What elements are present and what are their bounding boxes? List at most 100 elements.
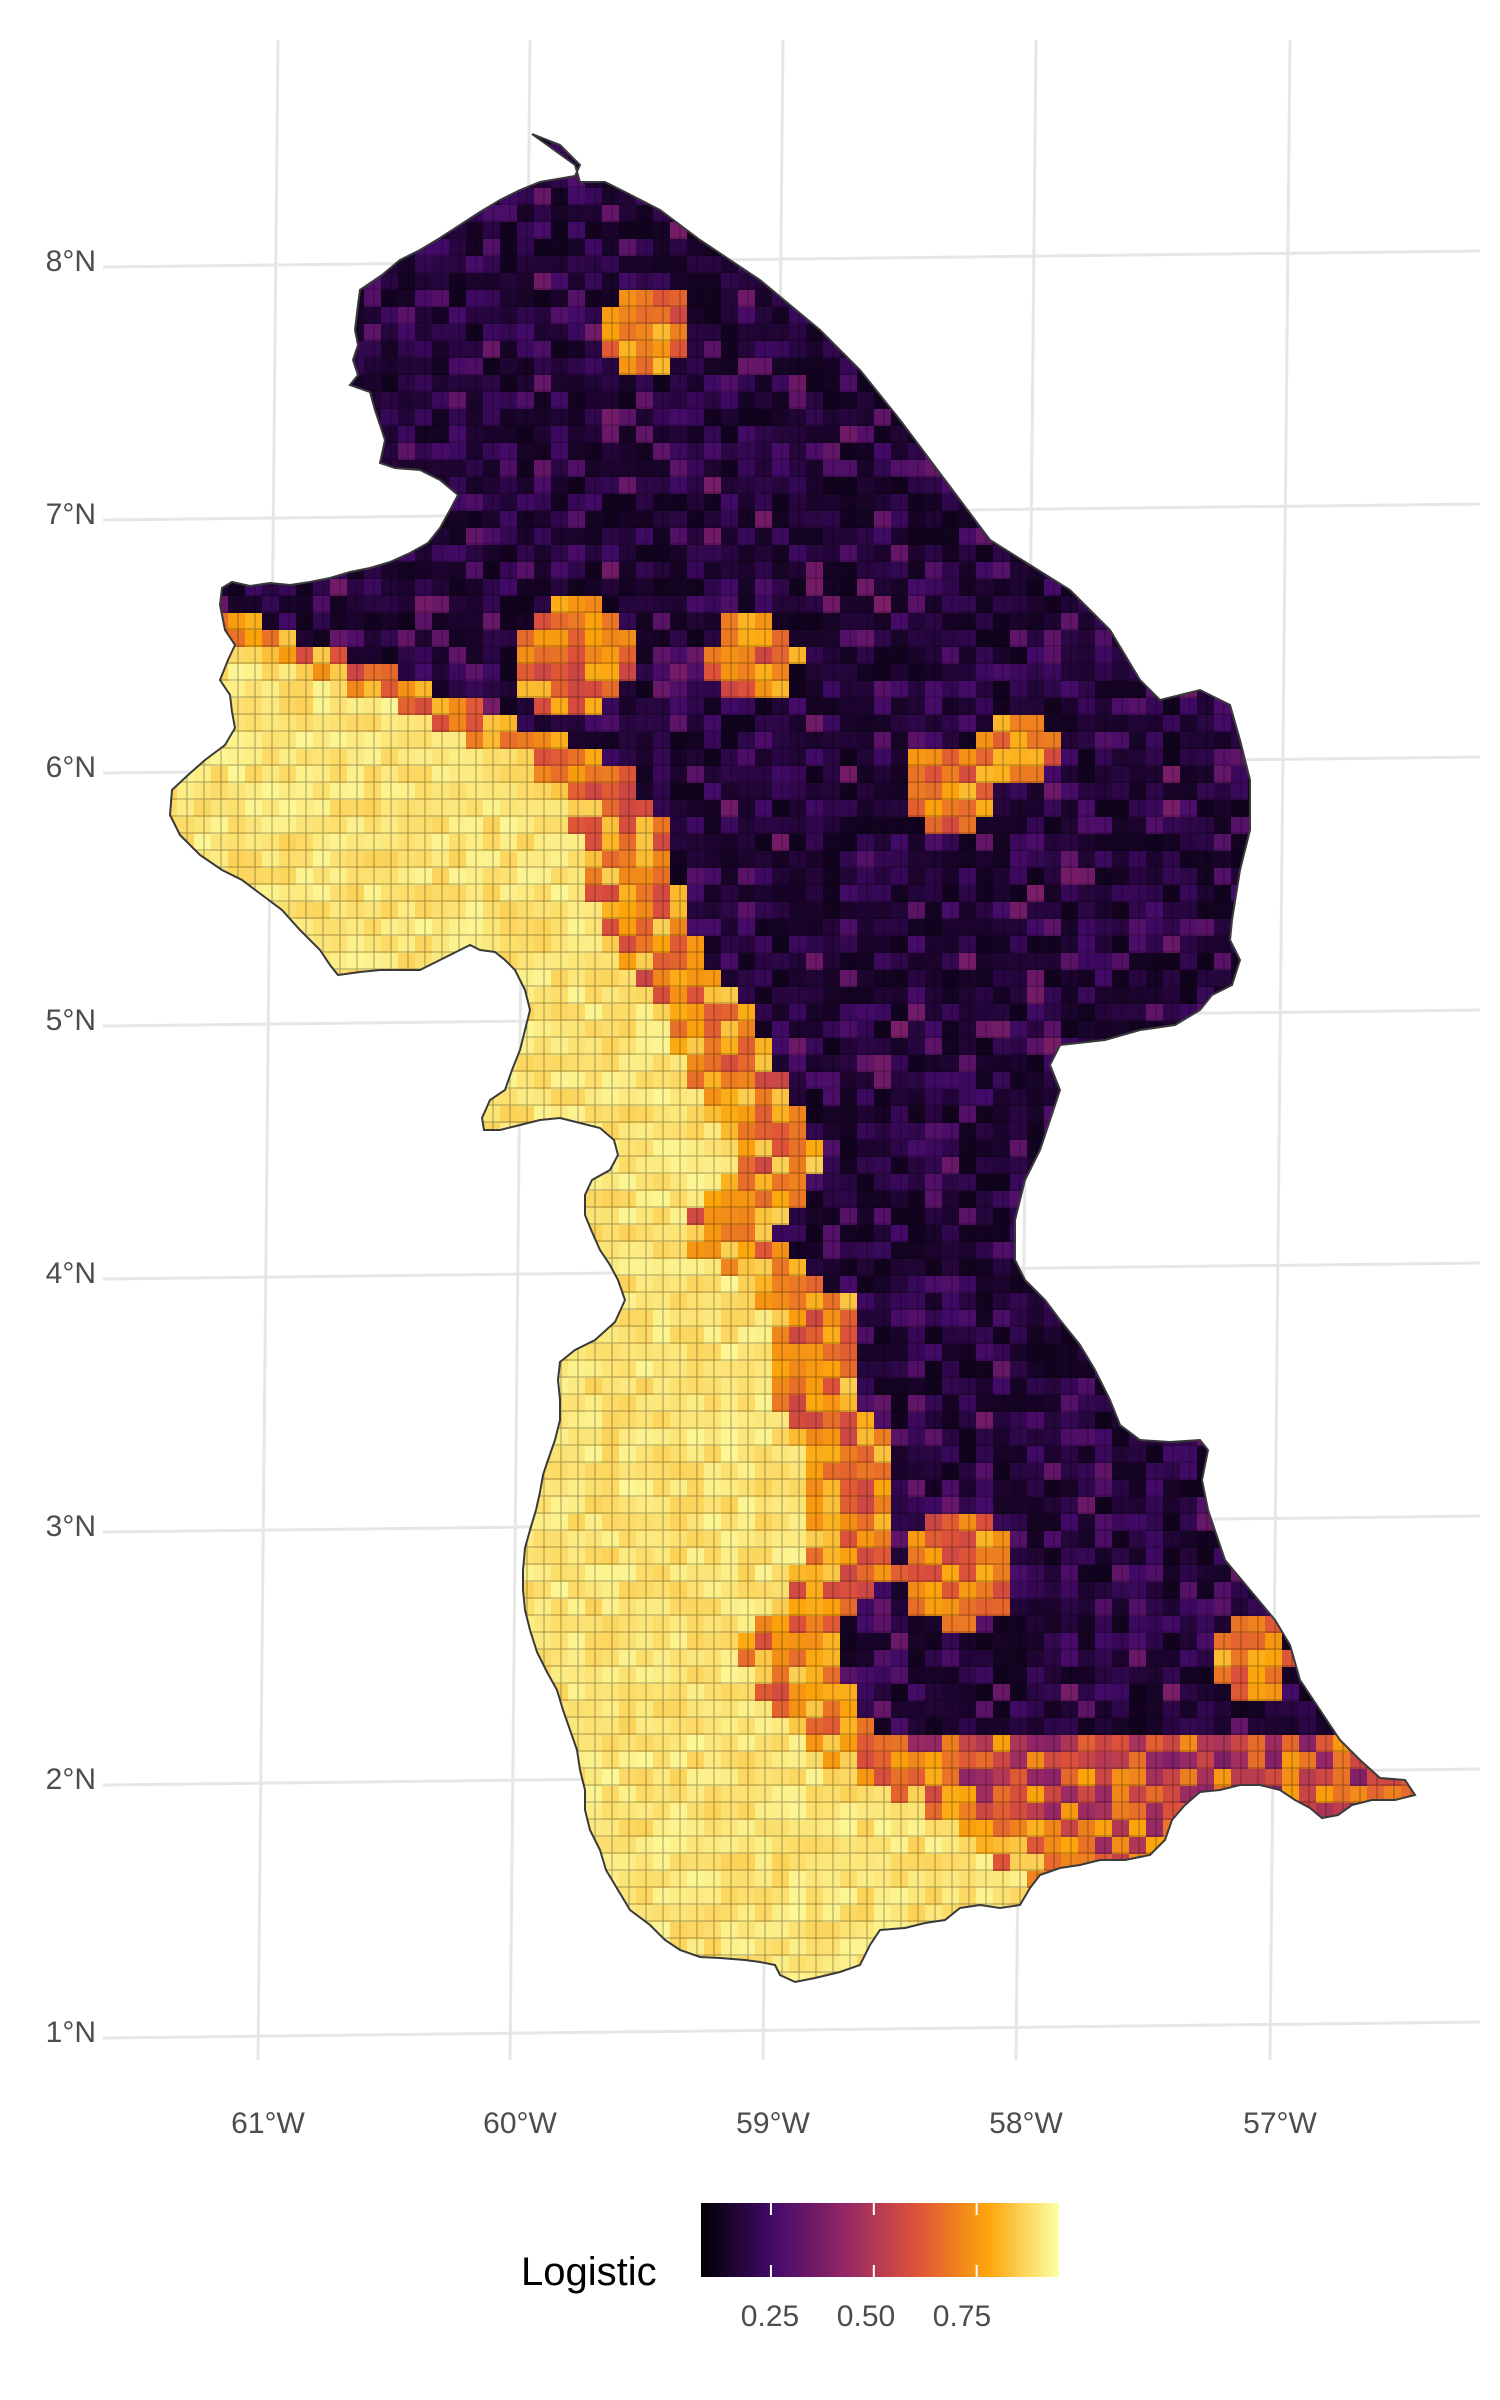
heatmap-cell (1401, 1004, 1415, 1021)
heatmap-cell (1367, 1157, 1384, 1174)
heatmap-cell (432, 1157, 449, 1174)
heatmap-cell (1350, 647, 1367, 664)
heatmap-cell (1350, 885, 1367, 902)
heatmap-cell (415, 188, 432, 205)
heatmap-cell (1129, 205, 1146, 222)
heatmap-cell (466, 1242, 483, 1259)
heatmap-cell (551, 1140, 568, 1157)
heatmap-cell (823, 188, 840, 205)
heatmap-cell (1418, 256, 1435, 273)
heatmap-cell (1112, 171, 1129, 188)
heatmap-cell (534, 1208, 551, 1225)
heatmap-cell (1197, 579, 1214, 596)
heatmap-cell (1367, 460, 1384, 477)
heatmap-cell (177, 749, 194, 766)
heatmap-cell (755, 171, 772, 188)
heatmap-cell (1231, 392, 1248, 409)
heatmap-cell (170, 477, 177, 494)
heatmap-cell (381, 1038, 398, 1055)
heatmap-cell (1299, 681, 1316, 698)
heatmap-cell (245, 1174, 262, 1191)
heatmap-cell (891, 134, 908, 137)
heatmap-cell (1095, 460, 1112, 477)
heatmap-cell (1299, 579, 1316, 596)
heatmap-cell (483, 970, 500, 987)
heatmap-cell (1197, 307, 1214, 324)
heatmap-cell (296, 290, 313, 307)
heatmap-cell (908, 239, 925, 256)
heatmap-cell (1333, 134, 1350, 137)
heatmap-cell (347, 528, 364, 545)
heatmap-cell (1112, 222, 1129, 239)
heatmap-cell (1418, 630, 1435, 647)
heatmap-cell (1180, 664, 1197, 681)
heatmap-cell (170, 1089, 177, 1106)
heatmap-cell (1248, 375, 1265, 392)
heatmap-cell (534, 1157, 551, 1174)
heatmap-cell (1180, 154, 1197, 171)
heatmap-cell (245, 154, 262, 171)
heatmap-cell (170, 766, 177, 783)
heatmap-cell (347, 1191, 364, 1208)
heatmap-cell (840, 134, 857, 137)
heatmap-cell (1163, 596, 1180, 613)
heatmap-cell (1112, 239, 1129, 256)
heatmap-cell (177, 477, 194, 494)
heatmap-cell (1367, 596, 1384, 613)
heatmap-cell (1129, 171, 1146, 188)
heatmap-cell (1350, 1208, 1367, 1225)
heatmap-cell (976, 188, 993, 205)
heatmap-cell (993, 273, 1010, 290)
heatmap-cell (1095, 545, 1112, 562)
heatmap-cell (1129, 1225, 1146, 1242)
heatmap-cell (330, 239, 347, 256)
heatmap-cell (1231, 1191, 1248, 1208)
heatmap-cell (908, 375, 925, 392)
heatmap-cell (1010, 256, 1027, 273)
heatmap-cell (1146, 545, 1163, 562)
heatmap-cell (1078, 562, 1095, 579)
heatmap-cell (1214, 409, 1231, 426)
heatmap-cell (364, 1157, 381, 1174)
heatmap-cell (1418, 987, 1435, 1004)
heatmap-cell (1333, 936, 1350, 953)
heatmap-cell (1010, 222, 1027, 239)
heatmap-cell (1333, 698, 1350, 715)
heatmap-cell (1112, 528, 1129, 545)
heatmap-cell (1248, 953, 1265, 970)
heatmap-cell (279, 936, 296, 953)
heatmap-cell (1401, 562, 1415, 579)
heatmap-cell (1418, 834, 1435, 851)
heatmap-cell (1282, 1208, 1299, 1225)
heatmap-cell (1384, 358, 1401, 375)
heatmap-cell (1044, 307, 1061, 324)
heatmap-cell (1384, 919, 1401, 936)
heatmap-cell (976, 460, 993, 477)
heatmap-cell (279, 154, 296, 171)
heatmap-cell (364, 1191, 381, 1208)
heatmap-cell (449, 1004, 466, 1021)
heatmap-cell (211, 1225, 228, 1242)
heatmap-cell (1299, 970, 1316, 987)
heatmap-cell (1061, 511, 1078, 528)
heatmap-cell (1078, 392, 1095, 409)
heatmap-cell (1282, 1157, 1299, 1174)
heatmap-cell (1214, 562, 1231, 579)
heatmap-cell (1282, 324, 1299, 341)
heatmap-cell (1095, 154, 1112, 171)
heatmap-cell (347, 409, 364, 426)
heatmap-cell (1316, 324, 1333, 341)
heatmap-cell (170, 715, 177, 732)
heatmap-cell (170, 936, 177, 953)
heatmap-cell (364, 528, 381, 545)
heatmap-cell (1078, 511, 1095, 528)
heatmap-cell (347, 511, 364, 528)
heatmap-cell (1299, 188, 1316, 205)
heatmap-cell (1401, 494, 1415, 511)
heatmap-cell (347, 1157, 364, 1174)
heatmap-cell (279, 1089, 296, 1106)
heatmap-cell (1350, 970, 1367, 987)
heatmap-cell (1214, 596, 1231, 613)
heatmap-cell (1112, 409, 1129, 426)
heatmap-cell (976, 205, 993, 222)
